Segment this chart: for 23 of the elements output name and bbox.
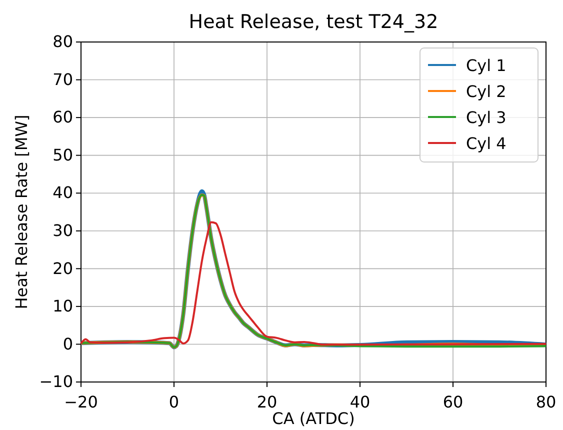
x-tick-label: 20 xyxy=(256,392,278,412)
y-tick-label: 0 xyxy=(62,334,73,354)
y-tick-label: −10 xyxy=(39,372,73,392)
x-axis-title: CA (ATDC) xyxy=(272,409,355,428)
y-tick-label: 30 xyxy=(52,221,73,240)
legend-label: Cyl 3 xyxy=(466,108,506,127)
legend-label: Cyl 2 xyxy=(466,82,506,101)
legend-label: Cyl 1 xyxy=(466,56,506,75)
y-tick-label: 50 xyxy=(52,145,73,164)
x-tick-label: 80 xyxy=(536,392,556,412)
x-tick-label: 40 xyxy=(350,392,370,412)
y-tick-label: 40 xyxy=(52,183,73,202)
y-axis-title: Heat Release Rate [MW] xyxy=(12,114,31,310)
y-tick-label: 10 xyxy=(52,296,73,316)
y-tick-label: 80 xyxy=(52,32,73,52)
chart-title: Heat Release, test T24_32 xyxy=(188,11,438,33)
x-tick-label: 60 xyxy=(442,392,464,412)
y-tick-label: 60 xyxy=(52,108,73,127)
legend-label: Cyl 4 xyxy=(466,134,506,153)
y-tick-label: 20 xyxy=(52,258,73,278)
x-tick-label: −20 xyxy=(64,392,98,412)
y-tick-label: 70 xyxy=(52,70,73,89)
x-tick-label: 0 xyxy=(168,392,180,412)
